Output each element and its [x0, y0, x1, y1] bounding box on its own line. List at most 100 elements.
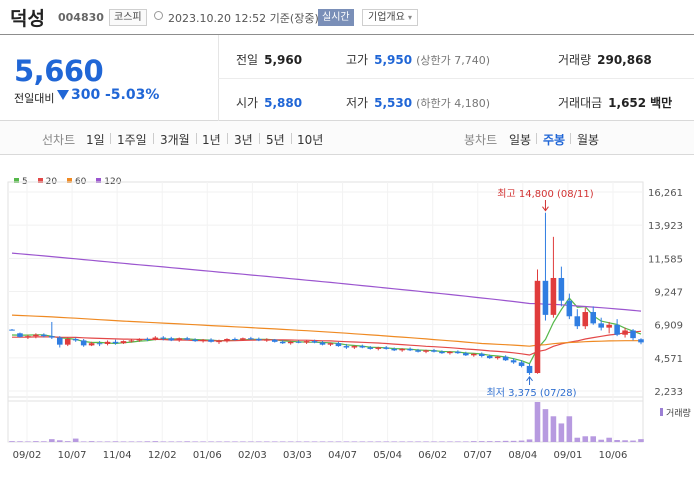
volume-legend-swatch [660, 408, 663, 416]
candle-body [176, 338, 182, 341]
volume-bar [263, 441, 270, 442]
tab-3m[interactable]: 3개월 [160, 133, 190, 147]
candle-body [447, 351, 453, 354]
candle-body [192, 339, 198, 342]
volume-bar [502, 440, 509, 442]
candle-body [80, 340, 87, 346]
stat-label: 저가 [346, 96, 369, 110]
divider [570, 133, 571, 144]
stat-label: 고가 [346, 53, 369, 67]
candle-body [343, 346, 350, 348]
volume-bar [25, 441, 31, 442]
y-tick-label: 11,585 [648, 254, 683, 265]
candle-body [383, 347, 390, 349]
candle-body [494, 356, 501, 359]
candle-body [96, 343, 103, 345]
candle-body [144, 338, 151, 340]
candle-body [224, 338, 230, 342]
volume-bar [295, 441, 302, 442]
legend-label: 60 [74, 177, 87, 187]
low-arrow-icon [526, 375, 533, 385]
candle-body [327, 343, 334, 345]
tab-10y[interactable]: 10년 [297, 133, 324, 147]
volume-bar [391, 441, 397, 442]
candle-body [431, 350, 437, 352]
volume-bar [311, 441, 318, 442]
candle-body [279, 341, 286, 344]
change-value: 300 [57, 87, 100, 103]
candle-body [351, 346, 358, 348]
candle-body [168, 338, 175, 341]
stat-open: 시가 5,880 [236, 94, 302, 111]
candle-body [574, 316, 581, 327]
tab-1d[interactable]: 1일 [86, 133, 105, 147]
stat-label: 거래대금 [558, 96, 603, 110]
volume-bar [184, 441, 190, 442]
ma60-line [11, 314, 641, 347]
candle-body [112, 341, 119, 344]
candle-body [518, 362, 525, 366]
stat-high: 고가 5,950 (상한가 7,740) [346, 51, 490, 68]
volume-bar [375, 441, 382, 442]
volume-bar [638, 439, 644, 442]
volume-bar [176, 441, 182, 442]
stock-code: 004830 [58, 11, 104, 24]
tab-5y[interactable]: 5년 [266, 133, 285, 147]
candle-body [463, 353, 469, 356]
candle-body [287, 341, 294, 344]
volume-bar [582, 436, 589, 442]
price-change: 전일대비 300 -5.03% [14, 87, 159, 106]
volume-bar [574, 437, 581, 442]
volume-bar [478, 441, 485, 442]
tab-weekly[interactable]: 주봉 [543, 133, 566, 147]
legend-swatch [66, 178, 72, 183]
change-percent: -5.03% [105, 87, 160, 103]
tab-1y[interactable]: 1년 [202, 133, 221, 147]
volume-label: 거래량 [666, 407, 691, 419]
volume-bar [455, 441, 461, 442]
volume-bar [542, 409, 549, 442]
volume-bar [56, 440, 63, 442]
company-overview-label: 기업개요 [368, 12, 405, 23]
candle-body [550, 277, 557, 315]
candle-body [622, 330, 628, 335]
stat-value: 5,960 [264, 53, 303, 67]
candle-chart-label: 봉차트 [464, 133, 498, 147]
candle-body [415, 350, 421, 352]
stat-volume: 거래량 290,868 [558, 51, 652, 68]
x-tick-label: 10/07 [58, 450, 87, 461]
tab-3y[interactable]: 3년 [234, 133, 253, 147]
candle-body [104, 341, 111, 344]
volume-bar [359, 441, 366, 442]
volume-bar [200, 441, 206, 442]
stat-low: 저가 5,530 (하한가 4,180) [346, 94, 490, 111]
volume-bar [558, 423, 565, 442]
candle-body [295, 341, 302, 343]
company-overview-dropdown[interactable]: 기업개요 ▾ [362, 9, 419, 26]
candle-body [375, 347, 382, 349]
stat-unit: 백만 [650, 96, 673, 110]
volume-bar [88, 441, 95, 442]
tab-daily[interactable]: 일봉 [509, 133, 532, 147]
candle-body [335, 343, 342, 347]
x-tick-label: 04/07 [328, 450, 357, 461]
stat-label: 전일 [236, 53, 259, 67]
x-tick-label: 07/07 [463, 450, 492, 461]
change-label: 전일대비 [14, 92, 55, 105]
high-arrow-icon [542, 200, 549, 212]
tab-monthly[interactable]: 월봉 [577, 133, 600, 147]
volume-bar [144, 441, 151, 442]
price-plot-frame [7, 181, 644, 402]
stat-prev-close: 전일 5,960 [236, 51, 302, 68]
stat-sub: (상한가 7,740) [416, 54, 490, 67]
y-tick-label: 13,923 [648, 221, 683, 232]
volume-bar [335, 441, 342, 442]
candle-body [88, 343, 95, 346]
realtime-badge[interactable]: 실시간 [318, 9, 354, 26]
volume-bar [96, 441, 103, 442]
ma20-line [12, 330, 642, 356]
candle-body [17, 333, 23, 337]
candle-body [471, 353, 477, 356]
candle-body [598, 323, 604, 328]
tab-1w[interactable]: 1주일 [117, 133, 147, 147]
